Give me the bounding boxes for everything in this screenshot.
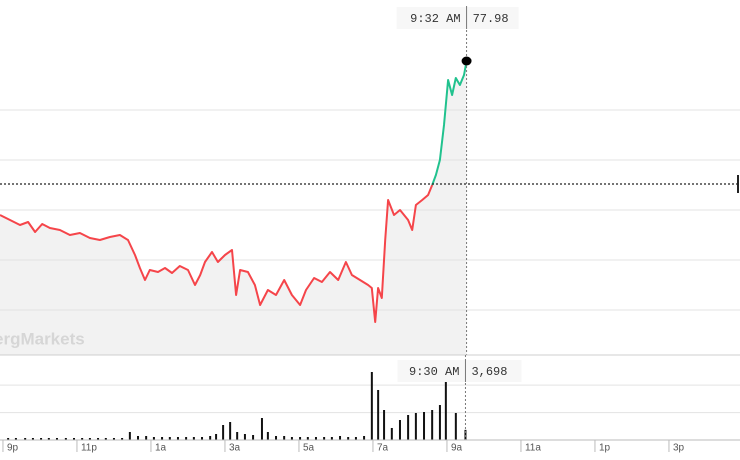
volume-bar (192, 437, 195, 440)
volume-bar (370, 372, 373, 440)
volume-bar (14, 437, 17, 440)
volume-bar (209, 435, 212, 440)
volume-bar (145, 435, 148, 440)
volume-bar (339, 435, 342, 440)
x-tick-label: 3a (229, 443, 241, 454)
volume-bar (24, 437, 27, 440)
price-line (0, 184, 434, 323)
volume-bar (347, 437, 350, 440)
volume-bar (152, 437, 155, 440)
x-tick-label: 5a (303, 443, 315, 454)
volume-bar (40, 437, 43, 440)
volume-bar (229, 422, 232, 440)
volume-bar (64, 437, 67, 440)
volume-bar (222, 425, 225, 440)
volume-bar (275, 435, 278, 440)
volume-bar (398, 420, 401, 440)
crosshair-time: 9:30 AM (409, 365, 459, 379)
volume-bar (314, 437, 317, 440)
price-area (0, 61, 467, 355)
volume-bar (81, 437, 84, 440)
volume-bar (161, 437, 164, 440)
volume-bar (73, 437, 75, 440)
volume-bar (176, 437, 179, 440)
volume-bar (7, 437, 10, 440)
volume-bar (47, 437, 50, 440)
x-tick-label: 3p (673, 443, 685, 454)
x-tick-label: 1a (155, 443, 167, 454)
watermark: ergMarkets (0, 329, 85, 348)
volume-bar (185, 437, 188, 440)
volume-bar (121, 437, 124, 440)
volume-bar (283, 435, 286, 440)
x-tick-label: 9a (451, 443, 463, 454)
crosshair-label-box (397, 360, 522, 382)
crosshair-label-box (396, 7, 519, 29)
volume-bar (243, 433, 246, 440)
x-tick-label: 11p (81, 443, 97, 454)
crosshair-value: 3,698 (471, 365, 507, 379)
crosshair-time: 9:32 AM (410, 12, 460, 26)
volume-bar (31, 437, 34, 440)
x-tick-label: 11a (525, 443, 541, 454)
volume-bar (137, 435, 140, 440)
volume-bar (201, 437, 204, 440)
x-tick-label: 1p (599, 443, 611, 454)
volume-bar (299, 437, 302, 440)
volume-bar (88, 437, 91, 440)
last-point (461, 56, 472, 66)
x-tick-label: 9p (7, 443, 19, 454)
volume-bar (260, 418, 263, 440)
volume-bar (306, 437, 309, 440)
volume-bar (236, 431, 239, 440)
volume-bar (55, 437, 58, 440)
volume-bar (112, 437, 115, 440)
x-tick-label: 7a (377, 443, 389, 454)
volume-bar (390, 427, 393, 440)
crosshair-value: 77.98 (473, 12, 509, 26)
volume-bar (215, 433, 218, 440)
volume-bar (423, 412, 426, 440)
volume-bar (252, 435, 255, 440)
volume-bar (354, 437, 357, 440)
volume-bar (407, 414, 410, 440)
volume-bar (330, 437, 333, 440)
price-line (431, 60, 468, 186)
volume-bar (438, 405, 441, 440)
volume-bar (168, 437, 171, 440)
volume-bar (290, 437, 293, 440)
volume-bar (464, 429, 467, 440)
volume-bar (128, 431, 131, 440)
volume-bar (431, 410, 434, 440)
volume-bar (97, 437, 100, 440)
volume-bar (454, 412, 457, 440)
volume-bar (377, 389, 380, 440)
volume-bar (104, 437, 107, 440)
volume-bar (383, 410, 386, 440)
volume-bar (414, 412, 417, 440)
volume-bar (266, 431, 269, 440)
volume-bar (444, 382, 447, 440)
volume-bar (323, 437, 326, 440)
volume-bar (363, 435, 366, 440)
